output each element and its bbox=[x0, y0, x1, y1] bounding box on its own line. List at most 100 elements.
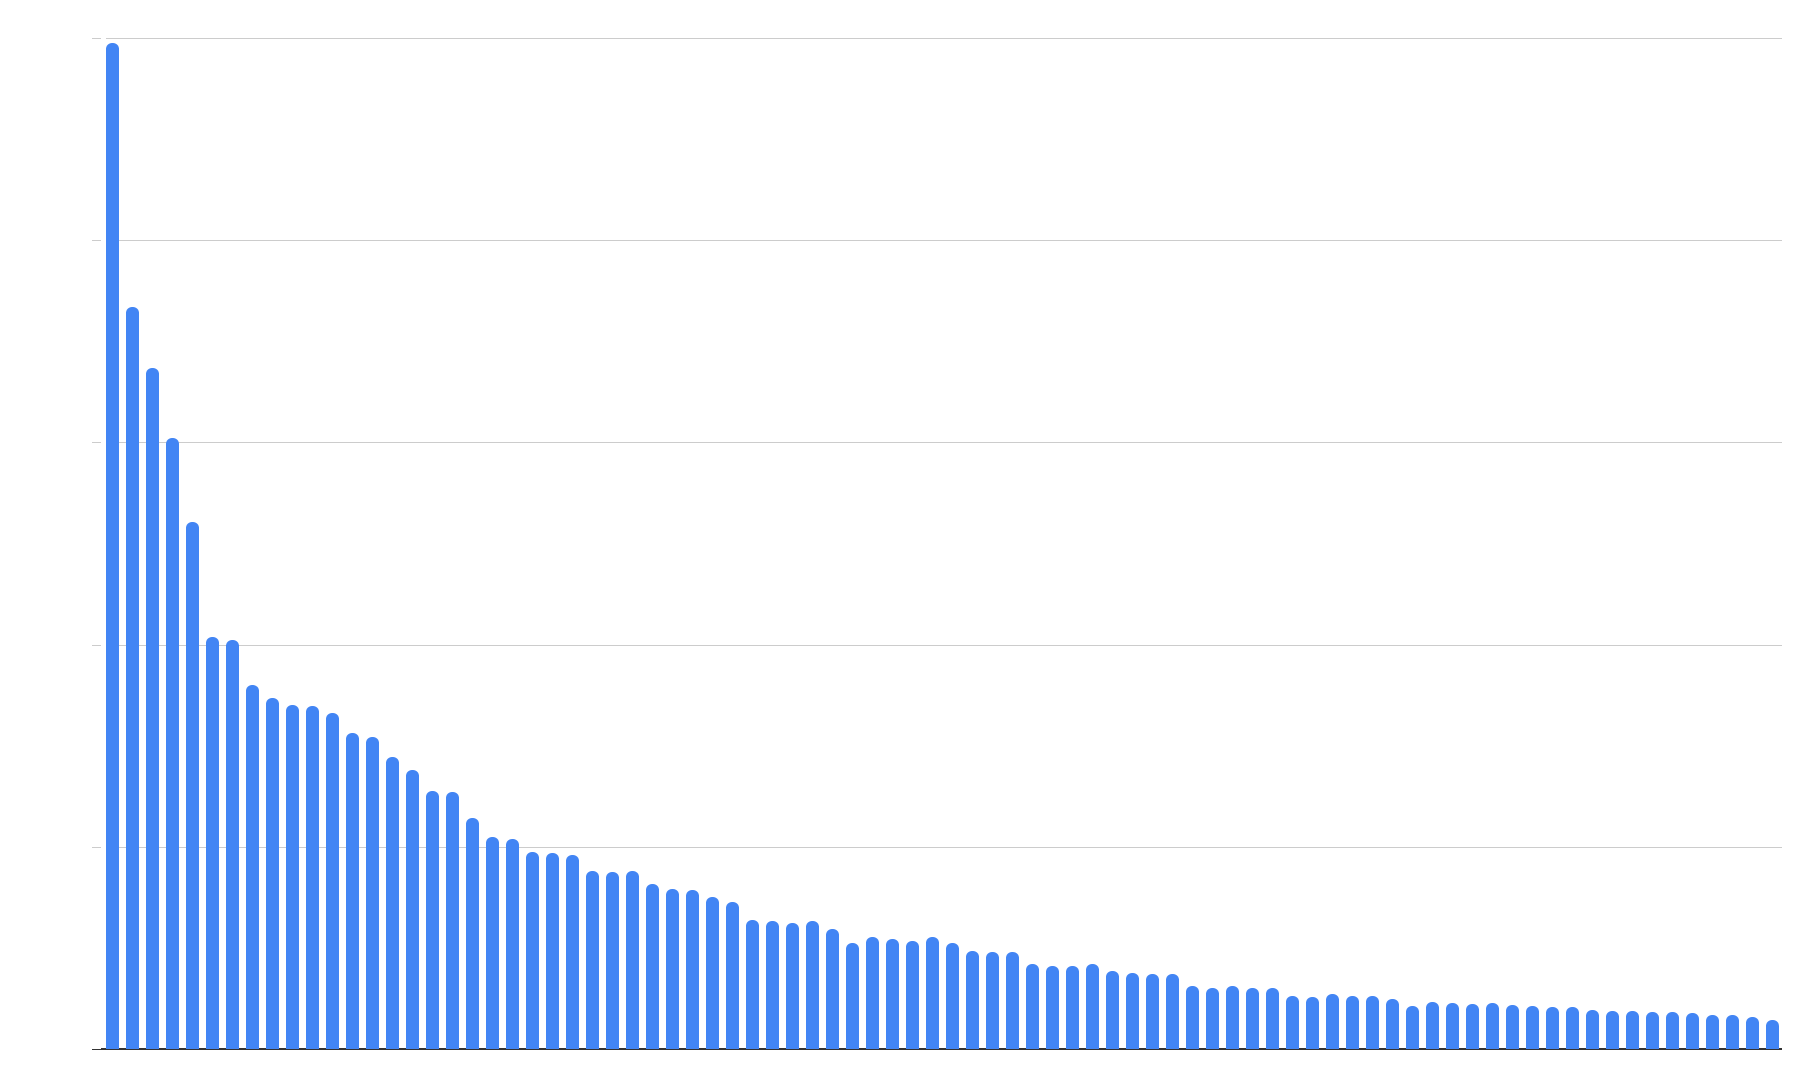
bar[interactable] bbox=[1026, 964, 1039, 1049]
bar[interactable] bbox=[1246, 987, 1259, 1049]
bar[interactable] bbox=[986, 951, 999, 1049]
bar[interactable] bbox=[1686, 1013, 1699, 1049]
bar[interactable] bbox=[1266, 987, 1279, 1049]
bar[interactable] bbox=[106, 43, 119, 1049]
bar[interactable] bbox=[1526, 1005, 1539, 1049]
bar[interactable] bbox=[686, 890, 699, 1049]
bar[interactable] bbox=[1046, 965, 1059, 1049]
bar[interactable] bbox=[1566, 1007, 1579, 1049]
bar[interactable] bbox=[1586, 1010, 1599, 1049]
bar[interactable] bbox=[266, 697, 279, 1049]
bar[interactable] bbox=[1766, 1019, 1779, 1049]
bar[interactable] bbox=[186, 522, 199, 1049]
bar[interactable] bbox=[406, 769, 419, 1049]
bar[interactable] bbox=[1326, 993, 1339, 1049]
bar[interactable] bbox=[1466, 1003, 1479, 1049]
bar[interactable] bbox=[526, 852, 539, 1049]
bar[interactable] bbox=[366, 736, 379, 1049]
bar[interactable] bbox=[1706, 1014, 1719, 1049]
bar[interactable] bbox=[766, 921, 779, 1049]
bar[interactable] bbox=[946, 943, 959, 1049]
bar[interactable] bbox=[866, 937, 879, 1049]
bar[interactable] bbox=[1426, 1002, 1439, 1049]
bar[interactable] bbox=[1166, 974, 1179, 1049]
bar[interactable] bbox=[1286, 996, 1299, 1049]
bar[interactable] bbox=[1626, 1011, 1639, 1049]
bar[interactable] bbox=[1226, 985, 1239, 1049]
bar[interactable] bbox=[166, 437, 179, 1049]
bar[interactable] bbox=[246, 685, 259, 1049]
bar[interactable] bbox=[746, 919, 759, 1049]
gridline bbox=[106, 442, 1782, 444]
bar[interactable] bbox=[646, 884, 659, 1049]
y-axis-tick-mark bbox=[92, 38, 101, 39]
bar[interactable] bbox=[1086, 963, 1099, 1049]
bar[interactable] bbox=[446, 791, 459, 1049]
bar[interactable] bbox=[466, 817, 479, 1049]
y-axis: 05001000150020002500 bbox=[0, 0, 106, 1092]
bar[interactable] bbox=[1186, 986, 1199, 1049]
bar[interactable] bbox=[1446, 1003, 1459, 1049]
bar[interactable] bbox=[506, 839, 519, 1049]
bar[interactable] bbox=[566, 854, 579, 1049]
bar[interactable] bbox=[1746, 1017, 1759, 1049]
gridline bbox=[106, 240, 1782, 242]
bar[interactable] bbox=[426, 790, 439, 1049]
bar[interactable] bbox=[286, 704, 299, 1049]
bar[interactable] bbox=[706, 896, 719, 1049]
bar[interactable] bbox=[1006, 951, 1019, 1049]
y-axis-tick-mark bbox=[92, 846, 101, 848]
bar[interactable] bbox=[486, 837, 499, 1049]
bar[interactable] bbox=[346, 732, 359, 1049]
bar[interactable] bbox=[1206, 987, 1219, 1049]
bar[interactable] bbox=[1066, 966, 1079, 1049]
gridline bbox=[106, 846, 1782, 848]
y-axis-tick-mark bbox=[92, 644, 101, 646]
bar[interactable] bbox=[1726, 1015, 1739, 1049]
bar[interactable] bbox=[386, 757, 399, 1049]
y-axis-tick-mark bbox=[92, 442, 101, 444]
bar[interactable] bbox=[306, 705, 319, 1049]
bar[interactable] bbox=[826, 929, 839, 1049]
bar[interactable] bbox=[546, 853, 559, 1049]
bar[interactable] bbox=[146, 367, 159, 1049]
y-axis-tick-mark bbox=[92, 240, 101, 242]
bar[interactable] bbox=[806, 921, 819, 1049]
bar[interactable] bbox=[1486, 1003, 1499, 1049]
bar[interactable] bbox=[606, 871, 619, 1049]
y-axis-tick-mark bbox=[92, 1049, 101, 1050]
bar[interactable] bbox=[1346, 995, 1359, 1049]
bar[interactable] bbox=[1366, 996, 1379, 1049]
bar[interactable] bbox=[1126, 972, 1139, 1049]
bar[interactable] bbox=[226, 639, 239, 1049]
bar[interactable] bbox=[206, 636, 219, 1049]
bar[interactable] bbox=[1646, 1011, 1659, 1049]
bar[interactable] bbox=[1546, 1006, 1559, 1049]
bar[interactable] bbox=[326, 712, 339, 1049]
bar[interactable] bbox=[906, 940, 919, 1049]
bar[interactable] bbox=[726, 902, 739, 1049]
bar[interactable] bbox=[1306, 996, 1319, 1049]
bar[interactable] bbox=[1106, 971, 1119, 1049]
bar[interactable] bbox=[666, 888, 679, 1049]
bar[interactable] bbox=[1666, 1012, 1679, 1049]
bar[interactable] bbox=[586, 871, 599, 1049]
bar[interactable] bbox=[926, 937, 939, 1049]
bar[interactable] bbox=[846, 942, 859, 1049]
bar[interactable] bbox=[966, 950, 979, 1049]
bar[interactable] bbox=[886, 939, 899, 1049]
axis-baseline bbox=[101, 1048, 1782, 1050]
bar[interactable] bbox=[786, 922, 799, 1049]
gridline bbox=[106, 644, 1782, 646]
bar[interactable] bbox=[1506, 1004, 1519, 1049]
bar[interactable] bbox=[1606, 1010, 1619, 1049]
bar[interactable] bbox=[1406, 1006, 1419, 1049]
bar[interactable] bbox=[1146, 973, 1159, 1049]
bar[interactable] bbox=[626, 871, 639, 1049]
bar[interactable] bbox=[1386, 998, 1399, 1049]
gridline bbox=[106, 38, 1782, 39]
bar[interactable] bbox=[126, 306, 139, 1049]
